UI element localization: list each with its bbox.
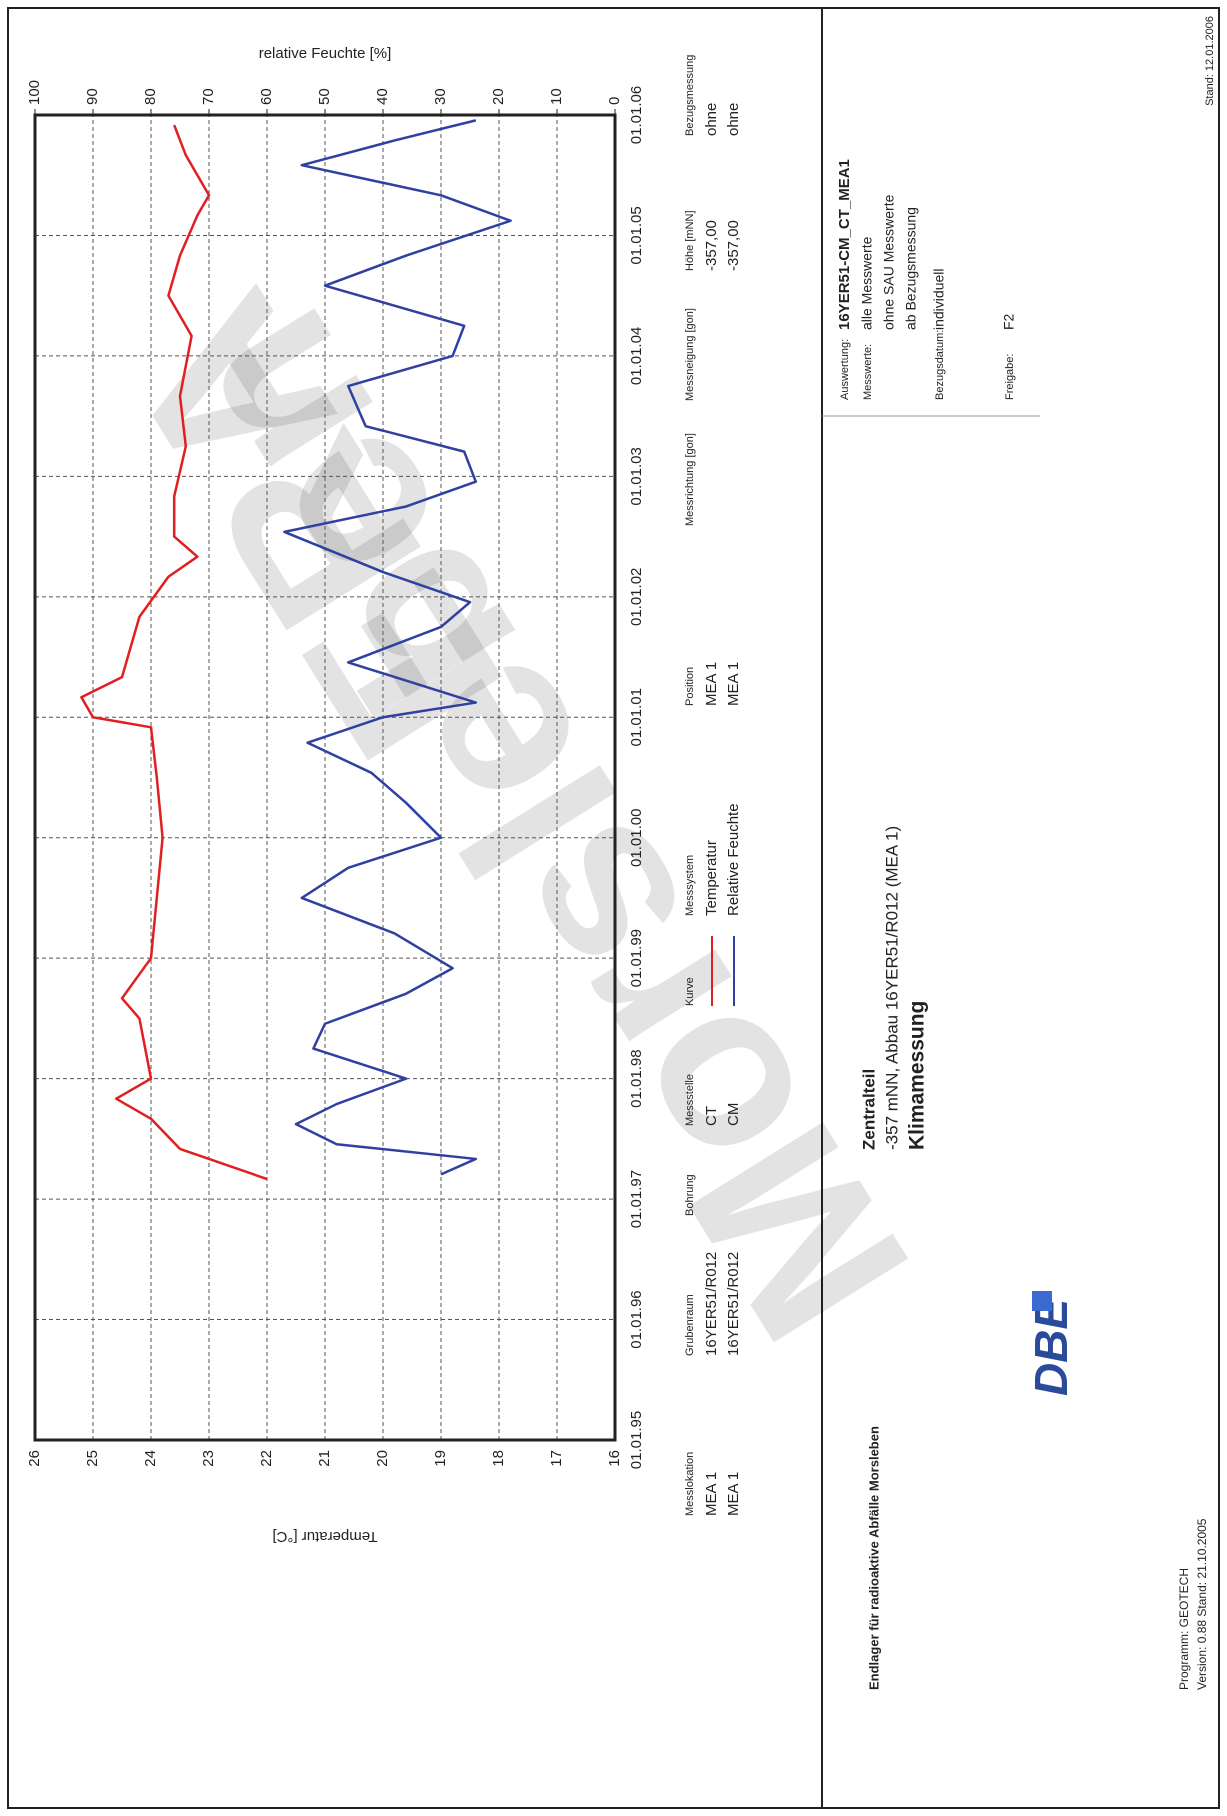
- detail-value: ohne SAU Messwerte: [881, 194, 897, 330]
- legend-header: Messlokation: [684, 1452, 696, 1516]
- x-tick-label: 01.01.00: [628, 809, 645, 867]
- legend-header: Höhe [mNN]: [684, 210, 696, 271]
- legend-header: Messneigung [gon]: [684, 308, 696, 401]
- detail-value: alle Messwerte: [859, 236, 875, 330]
- x-tick-label: 01.01.96: [628, 1290, 645, 1348]
- legend-cell: ohne: [703, 103, 720, 136]
- x-tick-label: 01.01.02: [628, 568, 645, 626]
- y-tick-label: 19: [432, 1450, 449, 1467]
- watermark: Morsleben: [130, 270, 957, 1382]
- legend-header: Messstelle: [684, 1074, 696, 1126]
- x-tick-label: 01.01.95: [628, 1411, 645, 1469]
- x-tick-label: 01.01.97: [628, 1170, 645, 1228]
- y-tick-label: 17: [548, 1450, 565, 1467]
- legend-header: Bohrung: [684, 1174, 696, 1216]
- legend-cell: MEA 1: [703, 662, 720, 706]
- y2-tick-label: 80: [142, 88, 159, 105]
- y-tick-label: 16: [606, 1450, 623, 1467]
- y2-tick-label: 90: [84, 88, 101, 105]
- x-tick-label: 01.01.01: [628, 688, 645, 746]
- y-tick-label: 26: [26, 1450, 43, 1467]
- y2-tick-label: 20: [490, 88, 507, 105]
- legend-cell: CM: [725, 1103, 742, 1126]
- detail-label: Freigabe:: [1004, 354, 1016, 400]
- x-tick-label: 01.01.04: [628, 327, 645, 385]
- legend-cell: CT: [703, 1106, 720, 1126]
- legend-header: Position: [684, 667, 696, 706]
- legend-cell: MEA 1: [725, 1472, 742, 1516]
- y-tick-label: 20: [374, 1450, 391, 1467]
- stand: Stand: 12.01.2006: [1204, 16, 1216, 106]
- detail-value: F2: [1001, 313, 1017, 330]
- detail-value: ab Bezugsmessung: [903, 207, 919, 330]
- detail-label: Messwerte:: [862, 344, 874, 400]
- program: Programm: GEOTECH: [1177, 1568, 1191, 1690]
- x-tick-label: 01.01.05: [628, 206, 645, 264]
- x-tick-label: 01.01.03: [628, 447, 645, 505]
- x-tick-label: 01.01.99: [628, 929, 645, 987]
- logo: DBE: [1025, 1298, 1077, 1396]
- series-line: [80, 124, 268, 1181]
- legend-cell: MEA 1: [725, 662, 742, 706]
- measurement: Klimamessung: [906, 1001, 929, 1150]
- legend-header: Messrichtung [gon]: [684, 433, 696, 526]
- version: Version: 0.88 Stand: 21.10.2005: [1195, 1518, 1209, 1690]
- area: Zentralteil: [859, 1069, 878, 1150]
- y-tick-label: 18: [490, 1450, 507, 1467]
- legend-cell: 16YER51/R012: [703, 1252, 720, 1356]
- y-tick-label: 21: [316, 1450, 333, 1467]
- legend-entry: Temperatur: [703, 840, 720, 916]
- detail-value: individuell: [931, 269, 947, 330]
- legend-header: Kurve: [684, 977, 696, 1006]
- legend-cell: -357,00: [703, 220, 720, 271]
- y-tick-label: 23: [200, 1450, 217, 1467]
- location: -357 mNN, Abbau 16YER51/R012 (MEA 1): [882, 826, 901, 1150]
- y-tick-label: 25: [84, 1450, 101, 1467]
- y2-tick-label: 60: [258, 88, 275, 105]
- detail-label: Auswertung:: [839, 339, 851, 400]
- logo-mark: [1032, 1291, 1052, 1311]
- y2-tick-label: 10: [548, 88, 565, 105]
- y2-tick-label: 0: [606, 97, 623, 105]
- institution: Endlager für radioaktive Abfälle Morsleb…: [866, 1426, 881, 1690]
- legend-entry: Relative Feuchte: [725, 803, 742, 916]
- y2-tick-label: 100: [26, 80, 43, 105]
- legend-header: Bezugsmessung: [684, 55, 696, 136]
- y2-tick-label: 30: [432, 88, 449, 105]
- y-tick-label: 24: [142, 1450, 159, 1467]
- y-tick-label: 22: [258, 1450, 275, 1467]
- y2-tick-label: 70: [200, 88, 217, 105]
- legend-cell: ohne: [725, 103, 742, 136]
- y-axis-title: Temperatur [°C]: [272, 1528, 377, 1545]
- legend-cell: 16YER51/R012: [725, 1252, 742, 1356]
- y2-axis-title: relative Feuchte [%]: [259, 45, 392, 62]
- y2-tick-label: 50: [316, 88, 333, 105]
- series-line: [283, 119, 512, 1176]
- page-frame: [7, 7, 1220, 1809]
- legend-cell: -357,00: [725, 220, 742, 271]
- y2-tick-label: 40: [374, 88, 391, 105]
- legend-header: Grubenraum: [684, 1294, 696, 1356]
- x-tick-label: 01.01.06: [628, 86, 645, 144]
- plot-frame: [33, 113, 617, 1442]
- legend-cell: MEA 1: [703, 1472, 720, 1516]
- x-tick-label: 01.01.98: [628, 1049, 645, 1107]
- plot-id: 16YER51-CM_CT_MEA1: [836, 159, 853, 330]
- legend-header: Messsystem: [684, 855, 696, 916]
- detail-label: Bezugsdatum:: [934, 330, 946, 400]
